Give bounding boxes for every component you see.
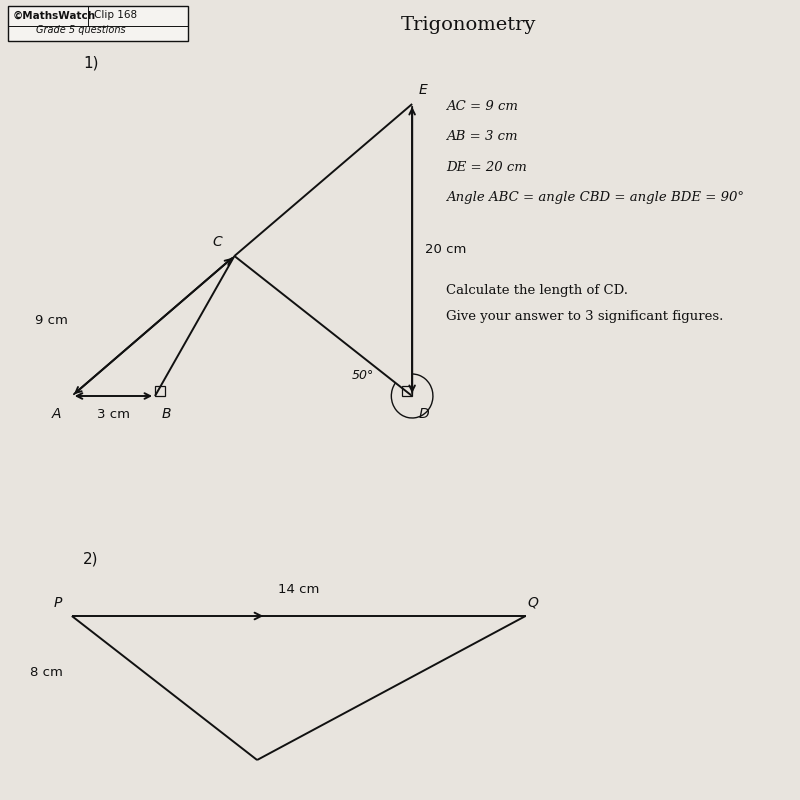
Text: 50°: 50° [352,370,374,382]
Text: AC = 9 cm: AC = 9 cm [446,100,518,113]
Text: 9 cm: 9 cm [35,314,68,326]
Text: AB = 3 cm: AB = 3 cm [446,130,518,143]
Text: ©MathsWatch: ©MathsWatch [13,10,96,20]
Text: D: D [418,406,429,421]
Text: 3 cm: 3 cm [97,408,130,421]
Text: A: A [52,406,62,421]
Text: Calculate the length of CD.: Calculate the length of CD. [446,284,628,297]
Text: 20 cm: 20 cm [425,243,466,256]
Text: 14 cm: 14 cm [278,583,319,596]
Text: E: E [419,82,428,97]
Text: Q: Q [528,595,538,610]
Text: 1): 1) [83,56,98,71]
Text: DE = 20 cm: DE = 20 cm [446,161,527,174]
Text: C: C [213,234,222,249]
Text: Angle ABC = angle CBD = angle BDE = 90°: Angle ABC = angle CBD = angle BDE = 90° [446,191,744,204]
Text: B: B [162,406,171,421]
Text: 8 cm: 8 cm [30,666,63,678]
FancyBboxPatch shape [8,6,187,41]
Text: Trigonometry: Trigonometry [401,16,537,34]
Text: 2): 2) [83,552,98,567]
Text: P: P [54,595,62,610]
Text: Give your answer to 3 significant figures.: Give your answer to 3 significant figure… [446,310,723,323]
Text: Clip 168: Clip 168 [94,10,137,20]
Text: Grade 5 questions: Grade 5 questions [35,25,125,35]
